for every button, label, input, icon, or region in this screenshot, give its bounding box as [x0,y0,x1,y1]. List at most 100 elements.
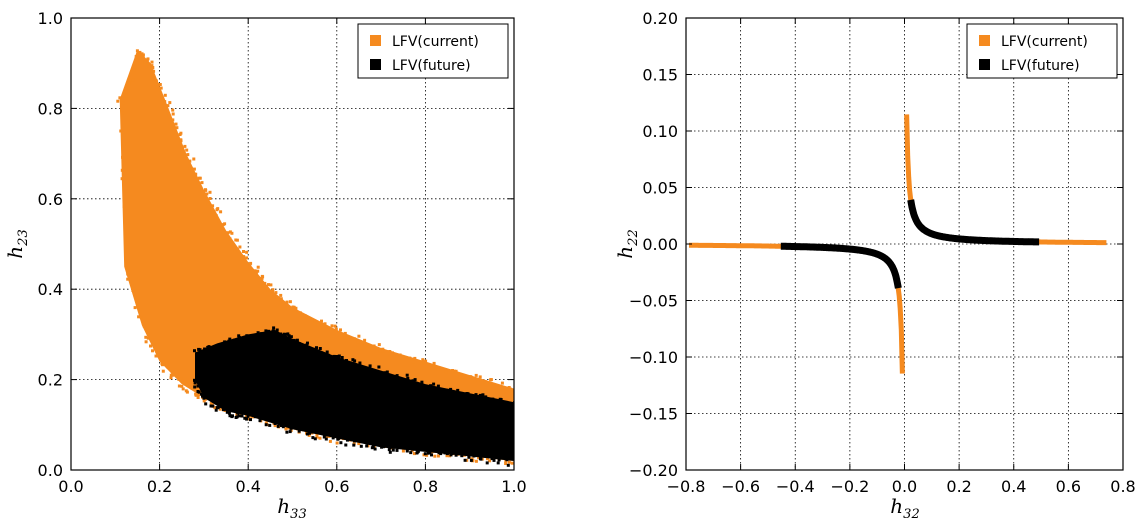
data-point [245,334,249,338]
x-tick-label: 0.8 [413,477,438,496]
data-point [322,435,326,439]
data-point [235,415,239,419]
data-point [271,288,275,292]
data-point [263,281,267,285]
data-point [279,297,283,301]
data-point [144,340,148,344]
data-point [284,336,288,340]
data-point [237,337,241,341]
data-point [463,458,467,462]
data-point [413,378,417,382]
data-point [365,444,369,448]
data-point [269,283,273,287]
data-point [496,461,500,465]
data-point [230,415,234,419]
data-point [284,427,288,431]
data-point [506,463,510,467]
x-axis-label: h32 [890,494,919,522]
data-point [233,249,237,252]
data-point [408,356,412,360]
data-point [330,324,334,328]
data-point [204,402,208,406]
data-point [274,291,278,295]
data-point [215,344,219,348]
data-point [294,306,298,310]
data-point [405,373,409,377]
data-point [202,396,206,400]
data-point [474,393,478,397]
data-point [234,238,238,242]
data-point [140,309,143,313]
data-point [121,155,124,159]
data-point [136,54,140,58]
data-point [214,214,218,218]
data-point [404,356,408,360]
data-point [336,437,340,441]
data-point [430,453,433,457]
data-point [154,79,158,83]
data-point [454,369,458,373]
data-point [445,452,449,456]
y-tick-label: 0.0 [38,461,63,480]
data-point [145,321,148,325]
data-point [364,366,368,370]
data-point [426,451,430,455]
data-point [245,250,249,254]
data-point [510,461,514,465]
data-point [171,370,175,374]
x-tick-label: 0.6 [324,477,349,496]
data-point [197,393,201,397]
y-tick-label: −0.10 [629,348,678,367]
data-point [279,300,283,304]
data-point [353,359,357,363]
data-point [453,369,456,373]
data-point [219,346,223,349]
data-point [428,451,432,454]
data-point [312,319,316,323]
data-point [228,414,232,418]
data-point [232,338,236,342]
data-point [318,347,322,350]
data-point [474,373,478,377]
data-point [160,95,164,98]
data-point [343,331,347,335]
series-future [193,326,514,467]
data-point [133,306,137,310]
x-tick-label: −0.6 [721,477,760,496]
data-point [163,100,167,104]
data-point [227,411,231,415]
region-future [195,329,514,461]
data-point [197,176,201,180]
data-point [467,455,471,459]
data-point [179,377,183,381]
data-point [315,433,319,437]
data-point [208,197,212,200]
data-point [146,332,150,336]
data-point [296,342,300,346]
data-point [193,385,197,389]
data-point [287,334,291,338]
data-point [395,354,399,358]
data-point [171,118,175,122]
data-point [186,153,190,157]
data-point [150,67,154,71]
data-point [278,334,282,338]
data-point [272,295,276,299]
data-point [289,426,293,430]
data-point [356,340,360,344]
data-point [217,220,221,223]
data-point [242,250,245,253]
data-point [390,351,394,355]
data-point [373,447,377,451]
curve-future-negative [780,242,902,289]
data-point [288,430,292,434]
data-point [124,94,128,98]
data-point [372,344,376,348]
data-point [123,222,127,226]
data-point [253,269,257,273]
data-point [141,55,145,59]
legend-label: LFV(future) [1001,58,1080,74]
data-point [450,452,454,455]
data-point [194,172,198,176]
data-point [456,388,460,392]
